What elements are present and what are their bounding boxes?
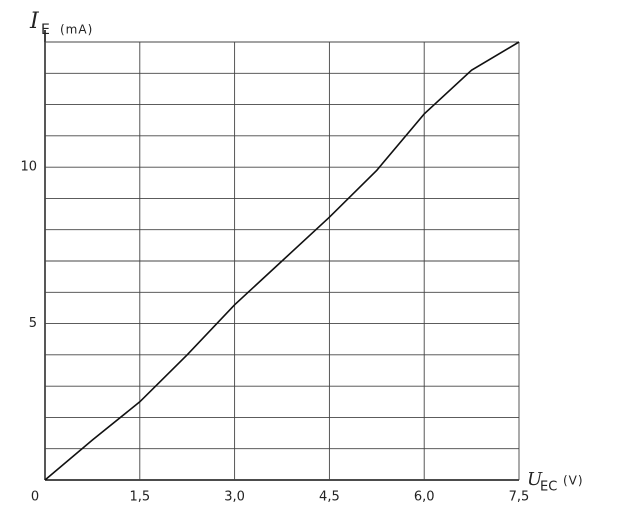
y-tick-label: 10: [20, 160, 37, 175]
x-tick-label: 0: [31, 490, 39, 505]
y-tick-label: 5: [29, 316, 37, 331]
x-tick-label: 3,0: [224, 490, 245, 505]
x-tick-label: 6,0: [414, 490, 435, 505]
y-label-subscript: E: [41, 22, 50, 38]
x-label-symbol: U: [527, 469, 543, 490]
x-label-unit: (V): [563, 474, 584, 488]
x-tick-label: 1,5: [129, 490, 150, 505]
x-tick-label: 7,5: [509, 490, 530, 505]
data-line: [44, 41, 520, 481]
x-tick-label: 4,5: [319, 490, 340, 505]
x-label-subscript: EC: [540, 480, 557, 495]
y-label-unit: (mA): [60, 23, 93, 37]
y-label-symbol: I: [29, 9, 40, 34]
